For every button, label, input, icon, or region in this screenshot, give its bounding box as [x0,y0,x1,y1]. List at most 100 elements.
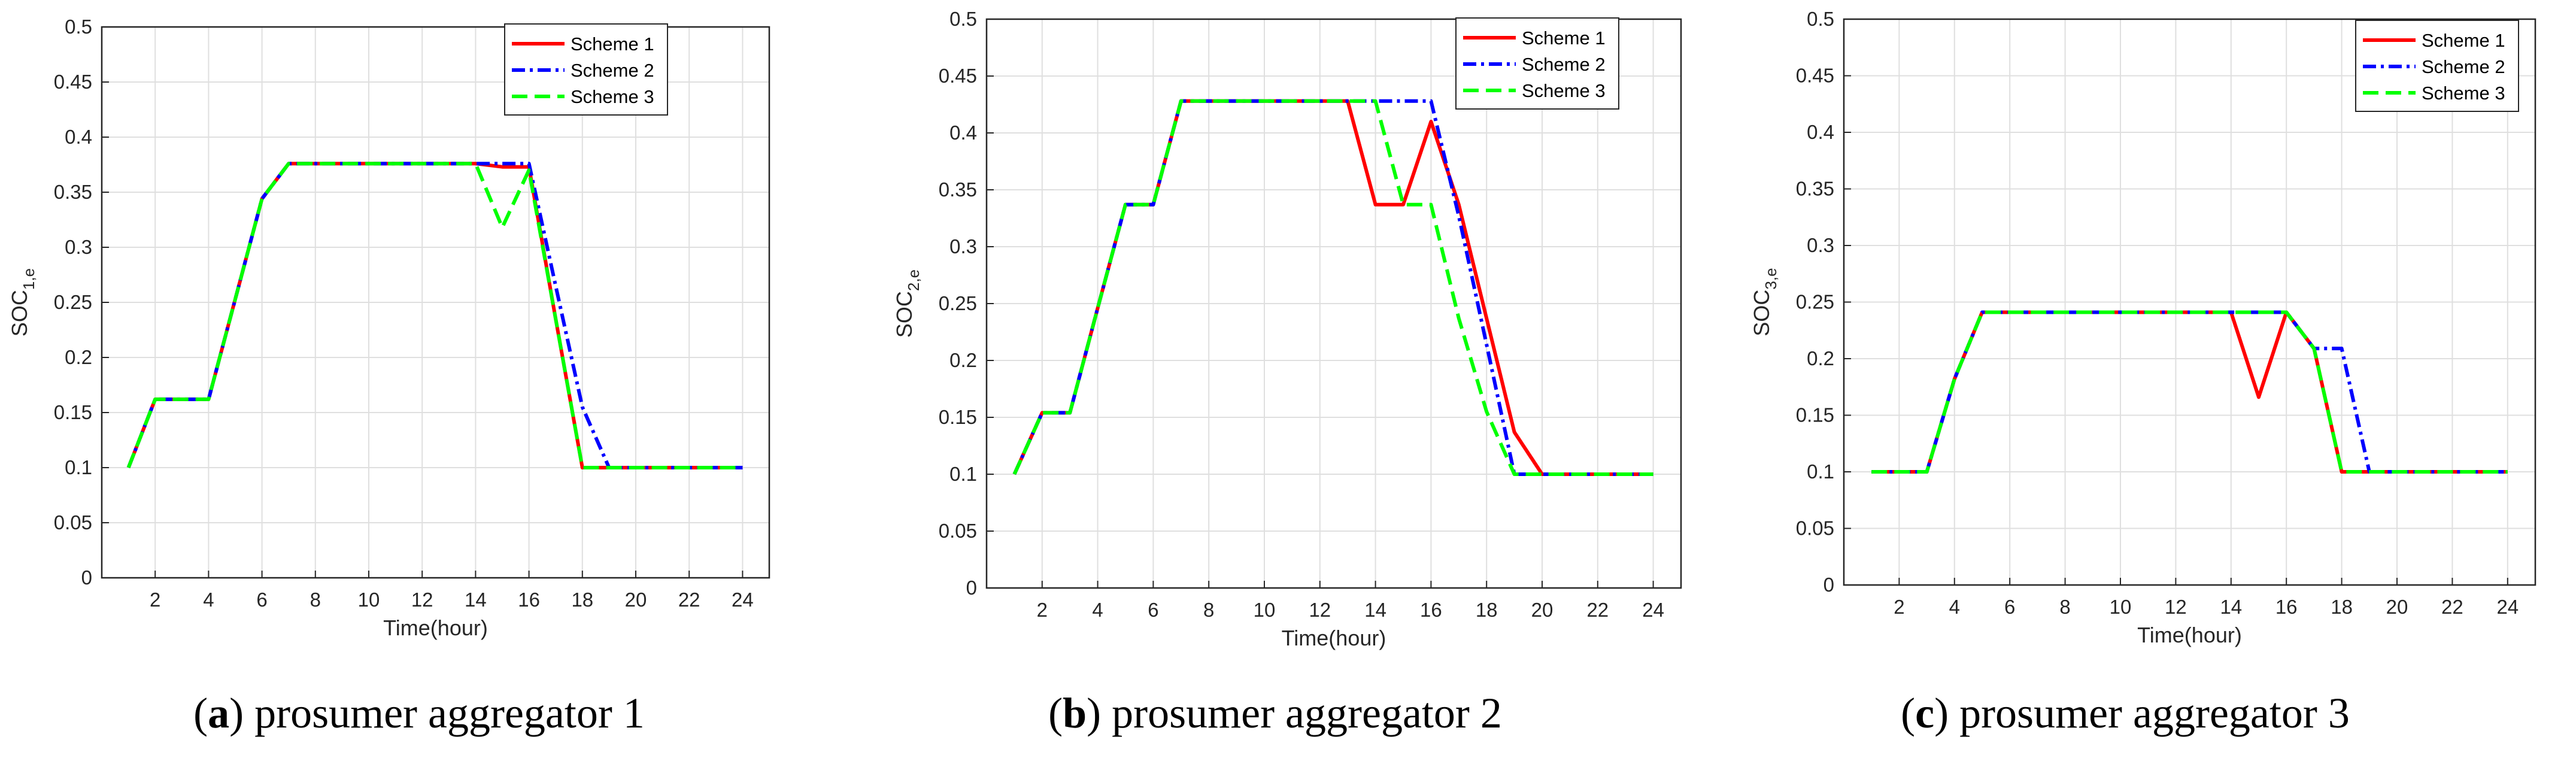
caption-letter: c [1915,689,1935,737]
x-tick-label: 2 [1894,596,1904,618]
y-tick-label: 0.5 [949,8,977,30]
x-tick-label: 16 [2275,596,2298,618]
y-axis-label-sub: 1,e [20,268,38,290]
legend-label-2: Scheme 2 [571,60,654,81]
legend: Scheme 1 Scheme 2 Scheme 3 [1455,17,1619,110]
x-tick-label: 8 [310,589,321,611]
y-tick-label: 0.1 [65,456,92,478]
y-axis-label: SOC1,e [7,268,38,337]
x-tick-label: 4 [1092,599,1103,621]
legend-label-2: Scheme 2 [1522,54,1606,75]
x-axis-label: Time(hour) [1282,626,1386,650]
x-tick-label: 14 [2220,596,2242,618]
y-tick-label: 0.35 [1796,178,1834,200]
x-tick-label: 20 [1531,599,1554,621]
caption-a: (a) prosumer aggregator 1 [193,689,645,737]
x-axis-label: Time(hour) [2137,623,2242,647]
x-tick-label: 24 [1642,599,1664,621]
y-tick-label: 0.15 [1796,404,1834,426]
y-tick-label: 0.5 [1807,8,1834,30]
x-tick-label: 16 [518,589,540,611]
y-tick-label: 0.3 [65,236,92,258]
y-tick-label: 0.25 [54,291,92,313]
y-tick-label: 0.45 [54,71,92,93]
y-tick-label: 0.4 [949,122,977,144]
y-tick-label: 0.05 [939,520,977,542]
y-axis-label-main: SOC [1749,290,1774,337]
series-line-3 [126,162,743,469]
caption-letter: b [1063,689,1087,737]
x-tick-label: 4 [1949,596,1960,618]
x-tick-label: 22 [678,589,700,611]
caption-text: prosumer aggregator 3 [1959,689,2350,737]
x-tick-label: 12 [1309,599,1331,621]
axes-box [1843,18,2536,586]
y-tick-label: 0.2 [949,349,977,371]
y-tick-label: 0 [966,577,977,599]
y-tick-label: 0.1 [949,463,977,485]
y-tick-label: 0.35 [939,178,977,201]
y-tick-label: 0.25 [939,292,977,314]
legend: Scheme 1 Scheme 2 Scheme 3 [2355,20,2519,112]
x-tick-label: 14 [1364,599,1386,621]
x-tick-label: 20 [2386,596,2408,618]
y-tick-label: 0.45 [939,65,977,87]
y-tick-label: 0.4 [65,126,92,148]
y-tick-label: 0.3 [949,235,977,257]
axes-box [101,26,770,579]
x-tick-label: 24 [732,589,754,611]
y-axis-label-sub: 2,e [905,269,923,291]
y-tick-label: 0.25 [1796,291,1834,313]
legend: Scheme 1 Scheme 2 Scheme 3 [504,23,668,116]
x-tick-label: 22 [2441,596,2463,618]
x-tick-label: 12 [411,589,433,611]
x-tick-label: 12 [2165,596,2187,618]
y-tick-label: 0.2 [1807,347,1834,369]
y-tick-label: 0.1 [1807,460,1834,483]
y-axis-label-sub: 3,e [1762,268,1780,289]
y-tick-label: 0.05 [54,511,92,533]
x-tick-label: 2 [150,589,160,611]
y-axis-label-main: SOC [7,290,32,337]
x-tick-label: 16 [1420,599,1442,621]
caption-c: (c) prosumer aggregator 3 [1901,689,2350,737]
legend-label-3: Scheme 3 [1522,80,1606,101]
x-tick-label: 8 [1203,599,1214,621]
y-tick-label: 0.15 [54,401,92,423]
x-tick-label: 8 [2059,596,2070,618]
caption-b: (b) prosumer aggregator 2 [1048,689,1502,737]
x-tick-label: 18 [571,589,593,611]
y-tick-label: 0.05 [1796,517,1834,539]
x-tick-label: 6 [1148,599,1158,621]
y-tick-label: 0.3 [1807,234,1834,256]
x-tick-label: 6 [2004,596,2015,618]
legend-label-3: Scheme 3 [571,86,654,107]
legend-label-1: Scheme 1 [571,34,654,54]
y-tick-label: 0 [1823,574,1834,596]
series-line-3 [1871,310,2508,474]
legend-label-1: Scheme 1 [1522,28,1606,48]
x-tick-label: 20 [625,589,647,611]
caption-text: prosumer aggregator 1 [254,689,645,737]
y-tick-label: 0.15 [939,406,977,428]
series-line-3 [1012,99,1653,476]
x-tick-label: 10 [1254,599,1276,621]
axes-box [985,18,1682,589]
caption-letter: a [208,689,230,737]
x-tick-label: 18 [1476,599,1498,621]
legend-label-2: Scheme 2 [2422,56,2505,77]
chart-panel-c: 2 4 6 8 10 12 14 16 18 20 22 2400.050.10.150.20.250… [1749,8,2536,647]
chart-panel-a: 2 4 6 8 10 12 14 16 18 20 22 2400.050.10.150.20.250… [7,16,770,640]
legend-label-1: Scheme 1 [2422,30,2505,51]
y-tick-label: 0.5 [65,16,92,38]
chart-panel-b: 2 4 6 8 10 12 14 16 18 20 22 2400.050.10.150.20.250… [892,8,1682,650]
y-tick-label: 0.45 [1796,65,1834,87]
x-tick-label: 22 [1586,599,1609,621]
x-tick-label: 24 [2496,596,2519,618]
y-tick-label: 0.4 [1807,121,1834,143]
x-tick-label: 10 [2110,596,2132,618]
x-tick-label: 2 [1037,599,1048,621]
y-axis-label-main: SOC [892,291,917,338]
x-tick-label: 6 [256,589,267,611]
